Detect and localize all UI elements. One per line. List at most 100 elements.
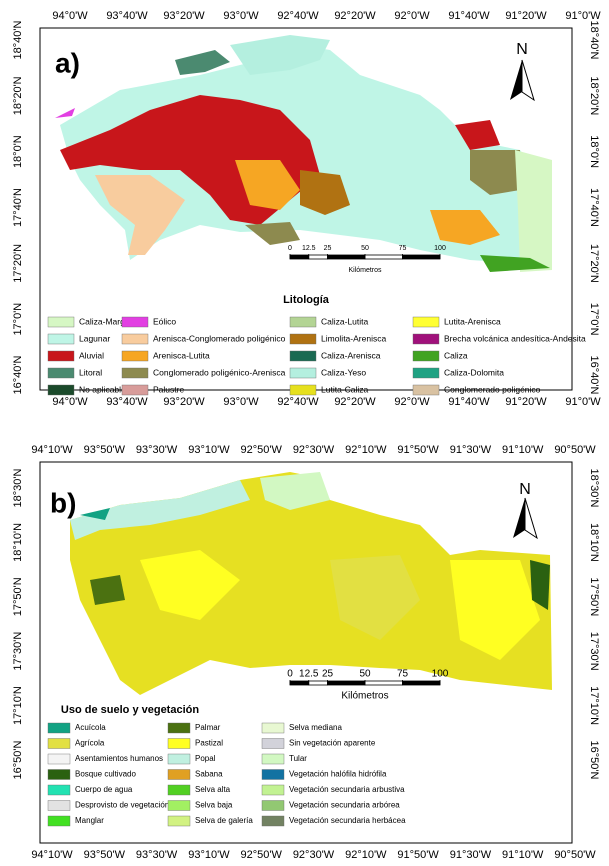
legend-label: Arenisca-Lutita: [153, 350, 210, 360]
longitude-label: 93°0'W: [223, 396, 259, 408]
legend-swatch: [289, 367, 317, 379]
legend-label: Litoral: [79, 367, 102, 377]
legend-swatch: [47, 800, 71, 811]
latitude-label: 17°10'N: [588, 686, 600, 725]
longitude-label: 93°0'W: [223, 10, 259, 22]
legend-swatch: [412, 350, 440, 362]
north-arrow-a: [510, 59, 535, 102]
map-a-shapes: [55, 35, 552, 272]
legend-label: Sin vegetación aparente: [289, 739, 376, 748]
legend-label: Desprovisto de vegetación: [75, 801, 169, 810]
legend-swatch: [289, 316, 317, 328]
legend-label: Asentamientos humanos: [75, 754, 163, 763]
scale-segment: [327, 680, 366, 686]
legend-swatch: [47, 350, 75, 362]
longitude-label: 91°30'W: [450, 849, 492, 861]
legend-swatch: [121, 367, 149, 379]
legend-swatch: [121, 350, 149, 362]
scale-segment: [364, 254, 403, 260]
scale-label: 75: [399, 245, 407, 252]
legend-label: Caliza-Dolomita: [444, 367, 504, 377]
legend-swatch: [167, 800, 191, 811]
legend-label: Conglomerado poligénico: [444, 384, 541, 394]
longitude-label: 92°0'W: [394, 10, 430, 22]
legend-swatch: [167, 784, 191, 796]
legend-swatch: [167, 738, 191, 749]
legend-swatch: [121, 316, 149, 328]
latitude-label: 16°40'N: [12, 355, 24, 394]
legend-label: Vegetación secundaria arbustiva: [289, 785, 405, 794]
latitude-label: 18°30'N: [12, 468, 24, 507]
legend-label: Bosque cultivado: [75, 770, 136, 779]
legend-label: Selva alta: [195, 785, 231, 794]
legend-label: Caliza-Marga: [79, 316, 130, 326]
latitude-label: 17°40'N: [588, 188, 600, 227]
latitude-label: 17°30'N: [12, 632, 24, 671]
legend-swatch: [47, 333, 75, 345]
longitude-label: 91°20'W: [505, 10, 547, 22]
latitude-label: 17°50'N: [588, 577, 600, 616]
longitude-label: 91°40'W: [448, 396, 490, 408]
longitude-label: 90°50'W: [554, 849, 596, 861]
legend-title: Uso de suelo y vegetación: [61, 704, 199, 716]
scale-segment: [308, 680, 328, 686]
scale-segment: [402, 254, 441, 260]
legend-swatch: [261, 800, 285, 811]
legend-label: Eólico: [153, 316, 176, 326]
longitude-label: 94°10'W: [31, 444, 73, 456]
scale-segment: [308, 254, 328, 260]
longitude-label: 90°50'W: [554, 444, 596, 456]
longitude-label: 93°50'W: [84, 444, 126, 456]
longitude-label: 91°50'W: [397, 444, 439, 456]
scale-label: 50: [361, 245, 369, 252]
longitude-label: 91°50'W: [397, 849, 439, 861]
longitude-label: 93°20'W: [163, 396, 205, 408]
legend-swatch: [289, 384, 317, 396]
latitude-label: 18°40'N: [12, 20, 24, 59]
legend-label: Selva de galería: [195, 816, 253, 825]
legend-label: Palmar: [195, 723, 221, 732]
north-arrow-b: [513, 497, 538, 540]
legend-swatch: [261, 784, 285, 796]
longitude-label: 92°50'W: [241, 849, 283, 861]
legend-label: Brecha volcánica andesítica-Andesita: [444, 333, 586, 343]
legend-label: Palustre: [153, 384, 184, 394]
longitude-label: 92°30'W: [293, 444, 335, 456]
scale-segment: [327, 254, 366, 260]
panel-label: a): [55, 47, 80, 78]
scale-segment: [364, 680, 403, 686]
longitude-label: 92°0'W: [394, 396, 430, 408]
longitude-label: 93°30'W: [136, 444, 178, 456]
legend-label: Manglar: [75, 816, 104, 825]
legend-label: Tular: [289, 754, 307, 763]
legend-swatch: [121, 333, 149, 345]
longitude-label: 94°10'W: [31, 849, 73, 861]
legend-label: Vegetación halófila hidrófila: [289, 770, 387, 779]
legend-label: Selva mediana: [289, 723, 342, 732]
map-b-shapes: [70, 472, 552, 695]
longitude-label: 93°20'W: [163, 10, 205, 22]
legend-label: Pastizal: [195, 739, 223, 748]
legend-swatch: [167, 753, 191, 765]
legend-title: Litología: [283, 294, 330, 306]
legend-swatch: [289, 333, 317, 345]
legend-swatch: [47, 316, 75, 328]
legend-label: Cuerpo de agua: [75, 785, 133, 794]
scale-label: 50: [359, 669, 371, 680]
legend-swatch: [121, 384, 149, 396]
latitude-label: 16°50'N: [12, 740, 24, 779]
longitude-label: 91°30'W: [450, 444, 492, 456]
legend-swatch: [47, 722, 71, 734]
latitude-label: 17°50'N: [12, 577, 24, 616]
legend-swatch: [289, 350, 317, 362]
scale-label: 25: [324, 245, 332, 252]
legend-swatch: [167, 769, 191, 780]
latitude-label: 18°10'N: [12, 523, 24, 562]
scale-label: 0: [288, 245, 292, 252]
longitude-label: 93°10'W: [188, 849, 230, 861]
latitude-label: 18°40'N: [588, 21, 600, 60]
legend-label: Vegetación secundaria arbórea: [289, 801, 400, 810]
scale-label: 100: [434, 245, 446, 252]
legend-label: Arenisca-Conglomerado poligénico: [153, 333, 286, 343]
legend-swatch: [412, 333, 440, 345]
